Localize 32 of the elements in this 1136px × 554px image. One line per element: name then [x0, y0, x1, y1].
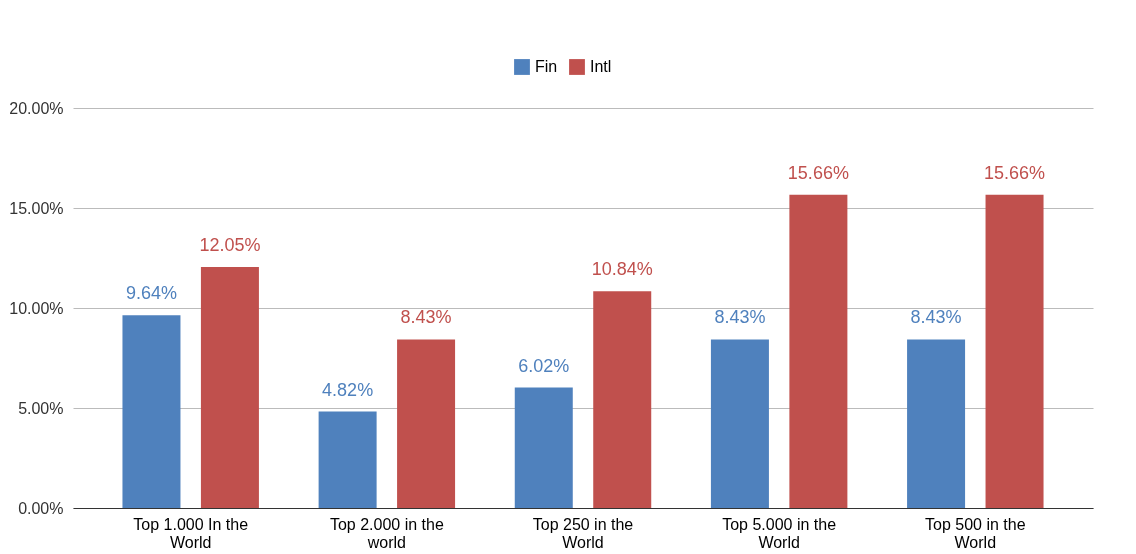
legend-label: Fin: [535, 58, 558, 75]
bar: [318, 411, 377, 508]
y-tick-label: 20.00%: [9, 99, 64, 117]
bar: [593, 291, 652, 508]
data-label: 10.84%: [591, 259, 653, 280]
bar: [710, 339, 769, 508]
x-tick-label: Top 250 in the World: [532, 515, 634, 551]
y-tick-label: 5.00%: [18, 399, 64, 417]
x-tick-label: Top 5.000 in the World: [722, 515, 837, 551]
bar: [122, 315, 181, 508]
bar: [200, 267, 259, 508]
x-tick-label: Top 1.000 In the World: [133, 515, 249, 551]
bar: [397, 339, 456, 508]
data-label: 15.66%: [984, 162, 1046, 183]
data-label: 6.02%: [518, 355, 570, 376]
y-tick-label: 0.00%: [18, 499, 64, 517]
x-tick-label: Top 2.000 in the world: [329, 515, 444, 551]
bar: [907, 339, 966, 508]
data-label: 8.43%: [400, 307, 452, 328]
data-label: 8.43%: [714, 307, 766, 328]
y-tick-label: 15.00%: [9, 199, 64, 217]
data-label: 8.43%: [910, 307, 962, 328]
x-tick-label: Top 500 in the World: [925, 515, 1026, 551]
data-label: 15.66%: [787, 162, 849, 183]
data-label: 12.05%: [199, 235, 261, 255]
data-label: 4.82%: [322, 379, 374, 400]
bar: [985, 194, 1044, 508]
legend-label: Intl: [590, 58, 612, 75]
y-tick-label: 10.00%: [9, 299, 64, 317]
bar: [789, 194, 848, 508]
data-label: 9.64%: [125, 283, 177, 304]
bar: [514, 387, 573, 508]
